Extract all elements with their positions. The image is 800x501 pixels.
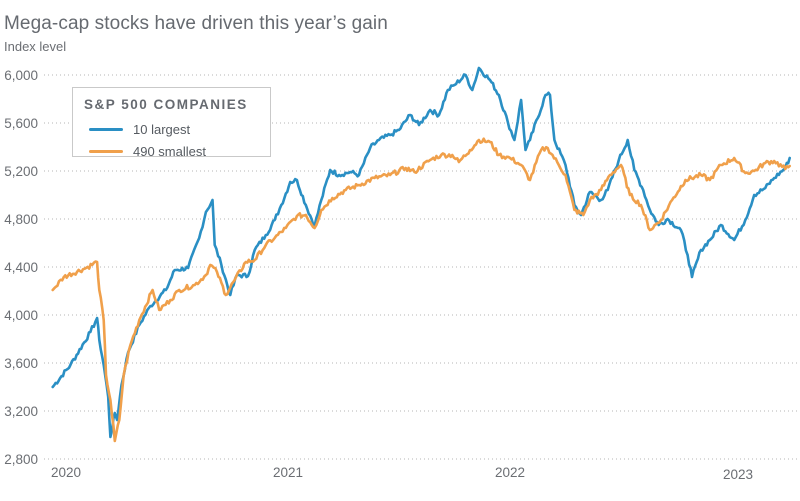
- legend-item-490-smallest: 490 smallest: [89, 144, 206, 159]
- x-tick-label: 2021: [273, 465, 303, 480]
- y-tick-label: 5,200: [4, 164, 38, 179]
- series-line-10-largest: [51, 66, 792, 439]
- legend-label-10-largest: 10 largest: [133, 122, 191, 137]
- legend-swatch-10-largest: [89, 128, 123, 131]
- series-line-490-smallest: [51, 137, 792, 443]
- y-tick-label: 2,800: [4, 452, 38, 467]
- y-tick-label: 6,000: [4, 68, 38, 83]
- y-tick-label: 3,600: [4, 356, 38, 371]
- y-axis-ticks: 2,800 3,200 3,600 4,000 4,400 4,800 5,200 5,600…: [4, 68, 38, 467]
- y-tick-label: 4,400: [4, 260, 38, 275]
- legend: S&P 500 COMPANIES 10 largest 490 smalles…: [72, 87, 271, 159]
- y-tick-label: 3,200: [4, 404, 38, 419]
- y-tick-label: 4,800: [4, 212, 38, 227]
- x-axis-ticks: 2020 2021 2022 2023: [51, 465, 753, 482]
- legend-item-10-largest: 10 largest: [89, 122, 190, 137]
- x-tick-label: 2020: [51, 465, 81, 480]
- legend-title: S&P 500 COMPANIES: [84, 97, 248, 112]
- x-tick-label: 2022: [495, 465, 525, 480]
- legend-label-490-smallest: 490 smallest: [133, 144, 206, 159]
- chart-title: Mega-cap stocks have driven this year’s …: [4, 13, 388, 34]
- x-tick-label: 2023: [723, 467, 753, 482]
- series-lines: [51, 66, 792, 443]
- legend-swatch-490-smallest: [89, 150, 123, 153]
- chart-subtitle: Index level: [4, 39, 67, 54]
- y-tick-label: 5,600: [4, 116, 38, 131]
- y-tick-label: 4,000: [4, 308, 38, 323]
